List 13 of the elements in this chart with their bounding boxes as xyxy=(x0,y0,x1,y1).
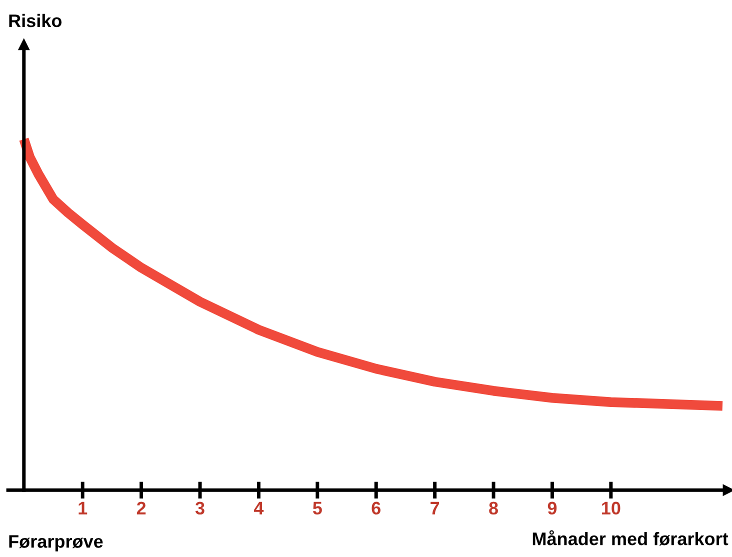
text: Førarprøve xyxy=(9,535,103,552)
x-tick-label: 10 xyxy=(602,502,620,515)
x-tick-label: 6 xyxy=(372,502,380,515)
x-tick-label: 9 xyxy=(548,502,557,515)
x-tick-label: 3 xyxy=(195,502,204,515)
x-tick-label: 7 xyxy=(430,502,440,514)
x-tick-label: 2 xyxy=(136,502,146,514)
x-tick-label: 1 xyxy=(78,502,88,514)
text: Risiko xyxy=(9,14,62,28)
x-tick-label: 8 xyxy=(489,502,498,515)
x-axis-title: Månader med førarkort xyxy=(532,530,728,546)
x-tick-label: 4 xyxy=(254,502,264,514)
x-tick-label: 5 xyxy=(312,502,322,515)
